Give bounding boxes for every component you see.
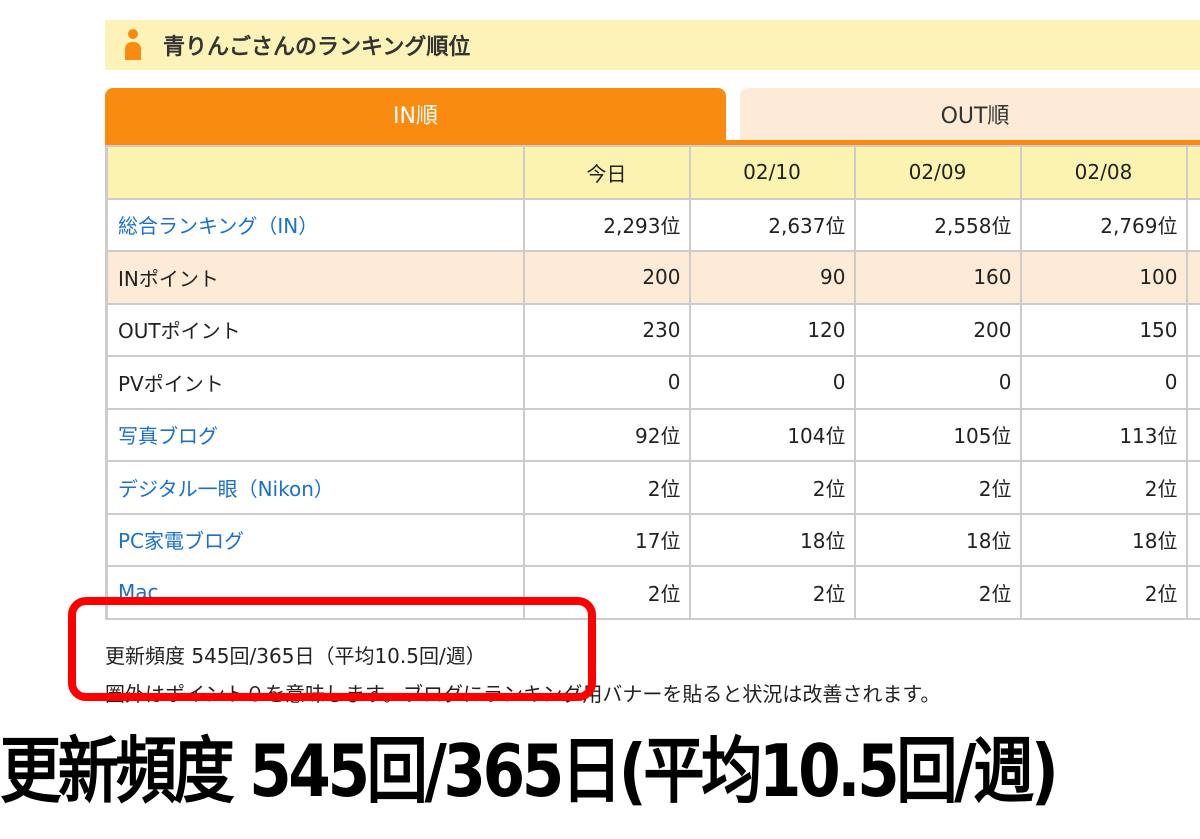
row-label-cell: デジタル一眼（Nikon） [105, 460, 525, 515]
value-cell: 2位 [688, 460, 856, 515]
value-cell: 2,558位 [853, 197, 1022, 252]
table-row: 総合ランキング（IN） 2,293位 2,637位 2,558位 2,769位 [105, 197, 1200, 252]
value-cell: 18位 [1019, 512, 1188, 567]
ranking-table: 今日 02/10 02/09 02/08 総合ランキング（IN） 2,293位 2,637… [105, 145, 1200, 620]
value-cell: 2位 [853, 565, 1022, 620]
value-cell: 92位 [522, 407, 691, 462]
value-cell: 104位 [688, 407, 856, 462]
table-row: PVポイント 0 0 0 0 [105, 355, 1200, 410]
value-cell: 230 [522, 302, 691, 357]
value-cell-cut [1185, 460, 1200, 515]
row-label-cell: PC家電ブログ [105, 512, 525, 567]
ranking-title-bar: 青りんごさんのランキング順位 [105, 20, 1200, 70]
row-label: OUTポイント [118, 319, 241, 344]
row-label: INポイント [118, 266, 219, 291]
value-cell: 2,293位 [522, 197, 691, 252]
person-icon [125, 29, 141, 61]
table-row: PC家電ブログ 17位 18位 18位 18位 [105, 512, 1200, 567]
value-cell: 0 [522, 355, 691, 410]
value-cell: 2位 [853, 460, 1022, 515]
value-cell: 2位 [1019, 460, 1188, 515]
value-cell: 18位 [853, 512, 1022, 567]
row-label-cell: PVポイント [105, 355, 525, 410]
table-row: OUTポイント 230 120 200 150 [105, 302, 1200, 357]
row-label: PVポイント [118, 371, 224, 396]
value-cell: 0 [688, 355, 856, 410]
value-cell-cut [1185, 407, 1200, 462]
table-row: 写真ブログ 92位 104位 105位 113位 [105, 407, 1200, 462]
value-cell: 0 [853, 355, 1022, 410]
value-cell: 2位 [1019, 565, 1188, 620]
caption-overlay: 更新頻度 545回/365日(平均10.5回/週) [0, 729, 1059, 813]
row-label-cell: 写真ブログ [105, 407, 525, 462]
value-cell: 2,637位 [688, 197, 856, 252]
category-link[interactable]: 総合ランキング（IN） [118, 214, 319, 239]
column-header: 02/08 [1019, 145, 1188, 200]
page-title: 青りんごさんのランキング順位 [163, 35, 471, 60]
value-cell-cut [1185, 355, 1200, 410]
value-cell: 105位 [853, 407, 1022, 462]
value-cell: 90 [688, 250, 856, 305]
column-header: 02/09 [853, 145, 1022, 200]
table-row: Mac 2位 2位 2位 2位 [105, 565, 1200, 620]
value-cell-cut [1185, 250, 1200, 305]
row-label-cell: 総合ランキング（IN） [105, 197, 525, 252]
value-cell-cut [1185, 512, 1200, 567]
value-cell: 160 [853, 250, 1022, 305]
column-header-cut [1185, 145, 1200, 200]
tab-in-order[interactable]: IN順 [105, 88, 726, 140]
category-link[interactable]: PC家電ブログ [118, 529, 245, 554]
value-cell: 2,769位 [1019, 197, 1188, 252]
tab-underline [105, 140, 1200, 145]
value-cell: 2位 [688, 565, 856, 620]
highlight-box [68, 597, 596, 701]
category-link[interactable]: デジタル一眼（Nikon） [118, 476, 334, 501]
table-row: INポイント 200 90 160 100 [105, 250, 1200, 305]
value-cell: 0 [1019, 355, 1188, 410]
value-cell: 2位 [522, 460, 691, 515]
value-cell: 150 [1019, 302, 1188, 357]
row-label-cell: Mac [105, 565, 525, 620]
value-cell: 2位 [522, 565, 691, 620]
tab-out-order[interactable]: OUT順 [740, 88, 1200, 140]
value-cell-cut [1185, 565, 1200, 620]
value-cell: 200 [522, 250, 691, 305]
row-label-cell: OUTポイント [105, 302, 525, 357]
category-link[interactable]: 写真ブログ [118, 424, 218, 449]
value-cell: 17位 [522, 512, 691, 567]
value-cell: 100 [1019, 250, 1188, 305]
value-cell: 113位 [1019, 407, 1188, 462]
row-label-cell: INポイント [105, 250, 525, 305]
value-cell: 200 [853, 302, 1022, 357]
value-cell-cut [1185, 197, 1200, 252]
value-cell: 120 [688, 302, 856, 357]
column-header: 02/10 [688, 145, 856, 200]
table-row: デジタル一眼（Nikon） 2位 2位 2位 2位 [105, 460, 1200, 515]
value-cell-cut [1185, 302, 1200, 357]
column-header: 今日 [522, 145, 691, 200]
value-cell: 18位 [688, 512, 856, 567]
column-header [105, 145, 525, 200]
update-frequency-text: 更新頻度 545回/365日（平均10.5回/週） [105, 644, 486, 668]
